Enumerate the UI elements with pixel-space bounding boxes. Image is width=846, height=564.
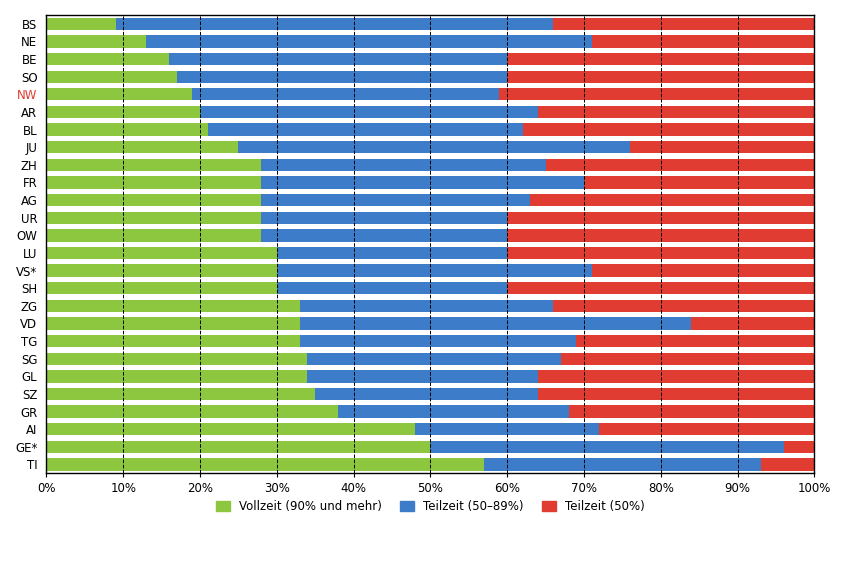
Bar [47,17,116,30]
Bar [47,440,431,453]
Bar [277,265,591,277]
Bar [591,36,815,47]
Bar [177,70,507,83]
Bar [523,124,815,136]
Bar [576,335,815,347]
Bar [299,335,576,347]
Bar [507,282,815,294]
Bar [591,265,815,277]
Bar [47,70,177,83]
Bar [146,36,591,47]
Bar [307,370,538,382]
Bar [553,299,815,312]
Bar [261,158,546,171]
Bar [691,318,815,329]
Bar [569,406,815,418]
Bar [584,177,815,188]
Bar [299,299,553,312]
Bar [538,106,815,118]
Bar [431,440,783,453]
Bar [507,53,815,65]
Bar [47,106,200,118]
Bar [169,53,507,65]
Bar [507,247,815,259]
Bar [507,229,815,241]
Bar [499,88,815,100]
Bar [783,440,815,453]
Bar [47,36,146,47]
Bar [47,53,169,65]
Bar [546,158,815,171]
Bar [630,141,815,153]
Bar [47,388,316,400]
Bar [415,423,599,435]
Bar [47,158,261,171]
Bar [530,194,815,206]
Bar [261,194,530,206]
Bar [47,406,338,418]
Bar [261,177,584,188]
Bar [47,265,277,277]
Bar [47,352,307,365]
Bar [47,247,277,259]
Bar [338,406,569,418]
Bar [47,212,261,224]
Bar [484,459,761,470]
Bar [538,388,815,400]
Bar [47,282,277,294]
Bar [47,177,261,188]
Bar [761,459,815,470]
Bar [553,17,815,30]
Bar [47,229,261,241]
Bar [47,318,299,329]
Bar [299,318,691,329]
Bar [307,352,561,365]
Bar [47,335,299,347]
Bar [277,282,507,294]
Bar [561,352,815,365]
Bar [47,88,192,100]
Bar [507,70,815,83]
Bar [47,194,261,206]
Bar [47,459,484,470]
Bar [538,370,815,382]
Bar [207,124,523,136]
Bar [261,212,507,224]
Bar [192,88,499,100]
Bar [47,299,299,312]
Bar [116,17,553,30]
Bar [47,124,207,136]
Bar [47,141,239,153]
Bar [47,423,415,435]
Bar [316,388,538,400]
Bar [277,247,507,259]
Legend: Vollzeit (90% und mehr), Teilzeit (50–89%), Teilzeit (50%): Vollzeit (90% und mehr), Teilzeit (50–89… [211,495,650,518]
Bar [507,212,815,224]
Bar [599,423,815,435]
Bar [261,229,507,241]
Bar [200,106,538,118]
Bar [239,141,630,153]
Bar [47,370,307,382]
